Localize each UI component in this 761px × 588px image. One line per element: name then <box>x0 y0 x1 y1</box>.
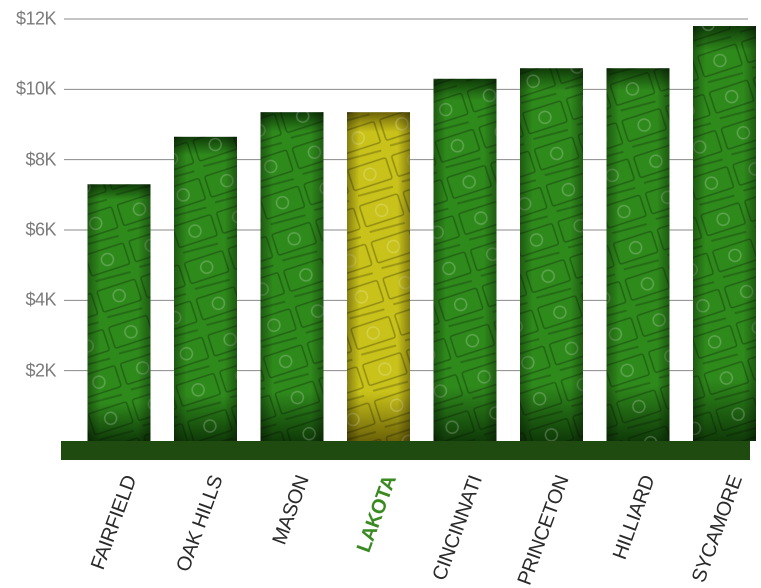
bar-oak-hills <box>174 136 237 441</box>
y-tick-label: $12K <box>15 8 57 29</box>
bar-chart: $2K $4K $6K $8K $10K $12K FAIRFIELD OAK HILLS M… <box>15 8 756 587</box>
bar-hilliard <box>606 68 670 441</box>
chart-plot-area <box>61 18 756 460</box>
bar-cincinnati <box>433 78 497 442</box>
bar-lakota <box>347 112 410 442</box>
bar-princeton <box>520 68 583 441</box>
bar-mason <box>260 112 324 442</box>
y-tick-label: $8K <box>25 149 56 170</box>
bar-sycamore <box>693 26 756 442</box>
y-tick-label: $10K <box>15 78 57 99</box>
y-tick-label: $4K <box>25 289 56 310</box>
bar-fairfield <box>87 184 151 442</box>
y-tick-label: $2K <box>25 360 56 381</box>
y-tick-label: $6K <box>25 219 56 240</box>
x-axis-baseline <box>61 441 750 460</box>
